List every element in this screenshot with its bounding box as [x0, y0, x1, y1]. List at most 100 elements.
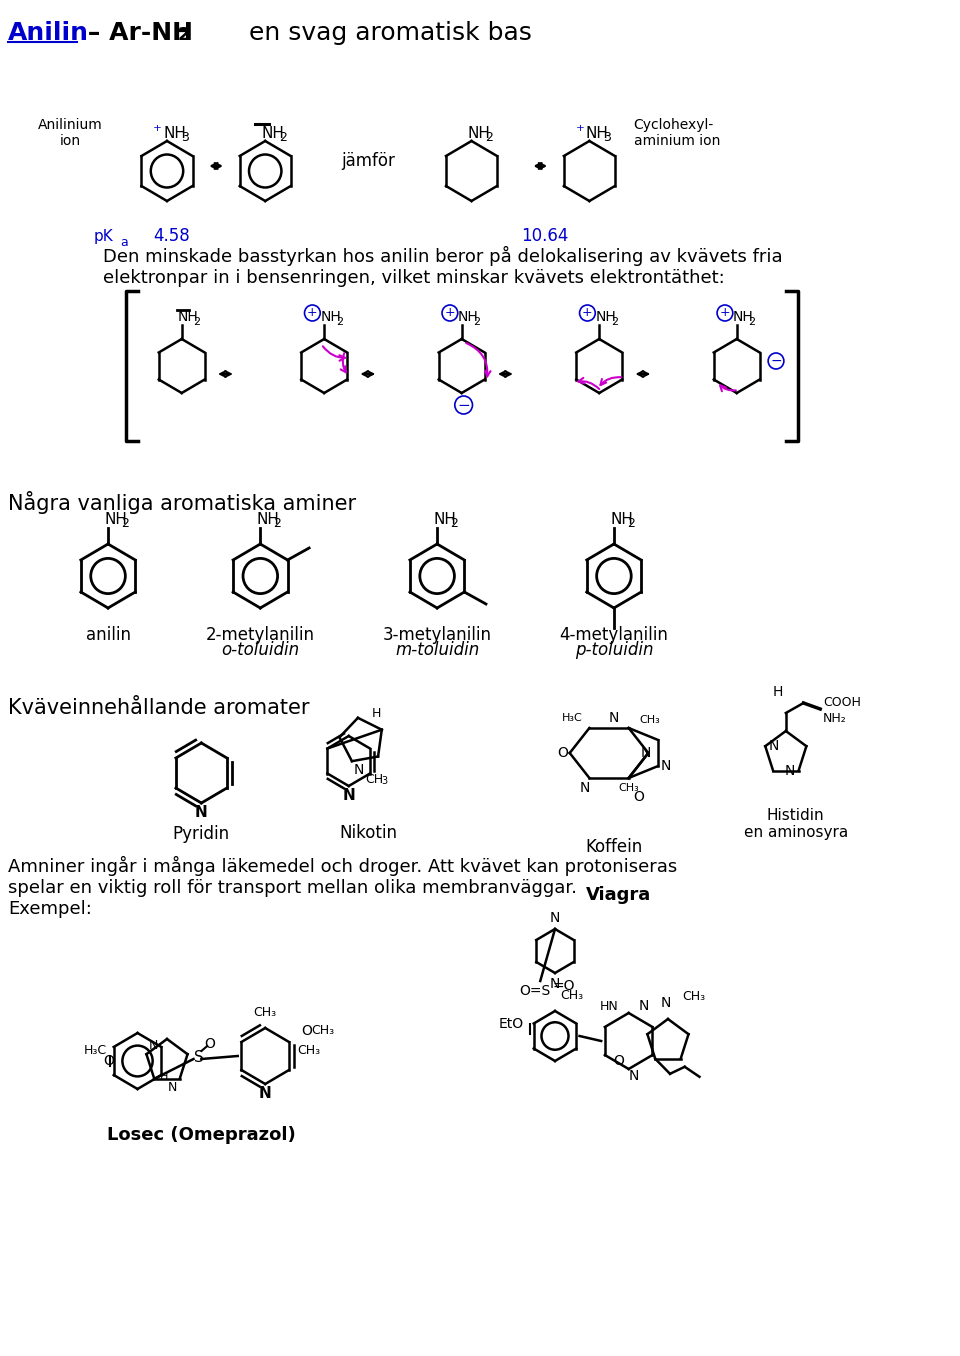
Text: NH₂: NH₂	[823, 712, 847, 725]
Text: −: −	[457, 397, 470, 412]
Text: N: N	[195, 805, 207, 820]
Text: CH₃: CH₃	[253, 1006, 276, 1018]
Text: O: O	[558, 746, 568, 759]
Text: NH: NH	[586, 126, 609, 141]
Text: HN: HN	[600, 999, 618, 1013]
Text: H: H	[773, 685, 783, 698]
Text: 10.64: 10.64	[521, 226, 569, 245]
Text: NH: NH	[261, 126, 284, 141]
Text: N: N	[259, 1086, 272, 1101]
Text: 2: 2	[273, 517, 281, 530]
Text: N: N	[660, 997, 671, 1010]
Text: NH: NH	[321, 311, 341, 324]
Text: Anilinium
ion: Anilinium ion	[38, 118, 103, 148]
Text: CH₃: CH₃	[683, 990, 706, 1002]
Text: Amniner ingår i många läkemedel och droger. Att kvävet kan protoniseras
spelar e: Amniner ingår i många läkemedel och drog…	[8, 856, 677, 918]
Text: CH₃: CH₃	[619, 782, 639, 793]
Text: jämför: jämför	[342, 152, 396, 170]
Text: N: N	[167, 1081, 177, 1094]
Text: 2: 2	[611, 317, 618, 327]
Text: Kväveinnehållande aromater: Kväveinnehållande aromater	[8, 698, 309, 717]
Text: 3: 3	[180, 132, 188, 144]
Text: Losec (Omeprazol): Losec (Omeprazol)	[107, 1125, 296, 1144]
Text: N: N	[609, 711, 619, 725]
Text: O: O	[301, 1024, 312, 1037]
Text: S: S	[194, 1050, 204, 1064]
Text: H₃C: H₃C	[84, 1044, 107, 1058]
Text: 2: 2	[121, 517, 129, 530]
Text: 4.58: 4.58	[154, 226, 190, 245]
Text: NH: NH	[595, 311, 616, 324]
Text: anilin: anilin	[85, 626, 131, 644]
Text: O: O	[613, 1054, 624, 1069]
Text: CH₃: CH₃	[298, 1044, 321, 1058]
Text: =O: =O	[552, 979, 574, 993]
Text: Cyclohexyl-
aminium ion: Cyclohexyl- aminium ion	[634, 118, 720, 148]
Text: ⁺: ⁺	[154, 123, 162, 141]
Text: O: O	[633, 791, 644, 804]
Text: +: +	[307, 306, 318, 320]
Text: p-toluidin: p-toluidin	[575, 641, 653, 659]
Text: N: N	[784, 763, 795, 778]
Text: NH: NH	[732, 311, 754, 324]
Text: N: N	[149, 1039, 157, 1052]
Text: N: N	[579, 781, 589, 795]
Text: CH₃: CH₃	[639, 715, 660, 725]
Text: Pyridin: Pyridin	[173, 824, 230, 843]
Text: 3-metylanilin: 3-metylanilin	[383, 626, 492, 644]
Text: 2: 2	[450, 517, 458, 530]
Text: 2: 2	[178, 26, 190, 43]
Text: NH: NH	[433, 513, 456, 527]
Text: 2: 2	[473, 317, 481, 327]
Text: Viagra: Viagra	[587, 885, 652, 904]
Text: NH: NH	[163, 126, 186, 141]
Text: 4-metylanilin: 4-metylanilin	[560, 626, 668, 644]
Text: en svag aromatisk bas: en svag aromatisk bas	[193, 20, 532, 45]
Text: 2: 2	[194, 317, 201, 327]
Text: Histidin
en aminosyra: Histidin en aminosyra	[744, 808, 848, 841]
Text: – Ar-NH: – Ar-NH	[79, 20, 193, 45]
Text: N: N	[343, 788, 355, 803]
Text: N: N	[640, 746, 651, 759]
Text: N: N	[768, 739, 779, 753]
Text: 2: 2	[279, 132, 287, 144]
Text: 3: 3	[381, 776, 388, 786]
Text: pK: pK	[93, 229, 113, 244]
Text: 2-metylanilin: 2-metylanilin	[205, 626, 315, 644]
Text: CH₃: CH₃	[311, 1025, 334, 1037]
Text: Koffein: Koffein	[586, 838, 642, 856]
Text: N: N	[629, 1069, 638, 1083]
Text: Den minskade basstyrkan hos anilin beror på delokalisering av kvävets fria
elekt: Den minskade basstyrkan hos anilin beror…	[103, 245, 782, 287]
Text: Några vanliga aromatiska aminer: Några vanliga aromatiska aminer	[8, 491, 356, 514]
Text: NH: NH	[468, 126, 491, 141]
Text: EtO: EtO	[498, 1017, 523, 1031]
Text: O: O	[103, 1054, 114, 1069]
Text: 2: 2	[336, 317, 343, 327]
Text: N: N	[638, 999, 649, 1013]
Text: 2: 2	[485, 132, 493, 144]
Text: NH: NH	[104, 513, 127, 527]
Text: COOH: COOH	[823, 697, 861, 709]
Text: NH: NH	[610, 513, 633, 527]
Text: +: +	[444, 306, 455, 320]
Text: 3: 3	[603, 132, 611, 144]
Text: m-toluidin: m-toluidin	[395, 641, 479, 659]
Text: H: H	[159, 1071, 168, 1082]
Text: O: O	[204, 1037, 215, 1051]
Text: a: a	[120, 236, 128, 248]
Text: −: −	[770, 354, 781, 367]
Text: Nikotin: Nikotin	[339, 824, 397, 842]
Text: o-toluidin: o-toluidin	[221, 641, 300, 659]
Text: NH: NH	[458, 311, 478, 324]
Text: N: N	[354, 763, 364, 777]
Text: N: N	[661, 759, 671, 773]
Text: +: +	[582, 306, 592, 320]
Text: NH: NH	[178, 311, 199, 324]
Text: O=S: O=S	[519, 984, 551, 998]
Text: +: +	[720, 306, 731, 320]
Text: N: N	[550, 911, 561, 925]
Text: 2: 2	[627, 517, 635, 530]
Text: ⁺: ⁺	[576, 123, 585, 141]
Text: CH: CH	[366, 773, 384, 786]
Text: Anilin: Anilin	[8, 20, 89, 45]
